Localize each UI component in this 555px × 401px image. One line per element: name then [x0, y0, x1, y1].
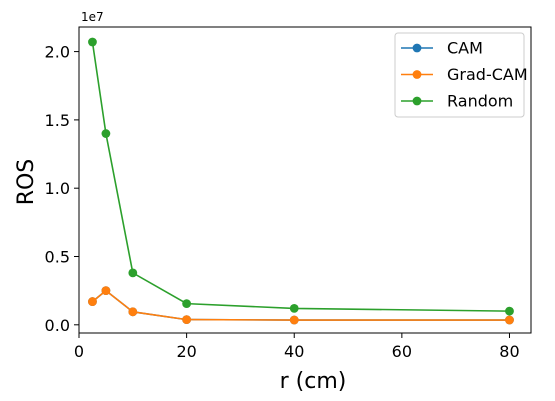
legend-label-grad-cam: Grad-CAM	[447, 65, 528, 84]
offset-text: 1e7	[81, 10, 104, 24]
legend-box	[394, 32, 525, 118]
axes-frame	[78, 26, 532, 334]
legend-marker-cam	[412, 43, 422, 53]
y-tick-label: 0.0	[45, 316, 70, 335]
y-tick-label: 1.5	[45, 111, 70, 130]
series-line-random	[91, 41, 510, 312]
data-point-random	[128, 268, 138, 278]
data-point-random	[289, 304, 299, 313]
data-point-random	[88, 37, 97, 47]
data-point-grad-cam	[128, 307, 138, 317]
legend-label-random: Random	[447, 92, 513, 111]
x-tick-label: 0	[74, 342, 84, 361]
data-point-grad-cam	[182, 315, 192, 325]
data-point-grad-cam	[101, 286, 111, 296]
y-tick-label: 2.0	[45, 43, 70, 62]
data-point-grad-cam	[289, 315, 299, 325]
y-tick-label: 1.0	[45, 179, 70, 198]
legend-marker-grad-cam	[412, 70, 422, 79]
y-tick-label: 0.5	[45, 248, 70, 267]
data-point-random	[182, 299, 192, 309]
x-axis-label: r (cm)	[280, 369, 347, 394]
data-point-grad-cam	[88, 297, 97, 306]
x-tick-label: 40	[284, 342, 304, 361]
plot-area: 0 20 40 60 80 0.0 0.5 1.0 1.5 2.0	[45, 26, 532, 361]
legend-marker-random	[412, 96, 422, 106]
x-tick-label: 60	[392, 342, 412, 361]
data-point-random	[505, 306, 514, 316]
x-tick-label: 80	[499, 342, 519, 361]
x-tick-label: 20	[176, 342, 196, 361]
legend: CAM Grad-CAM Random	[394, 32, 528, 118]
data-point-grad-cam	[505, 315, 514, 325]
y-axis-label: ROS	[14, 159, 39, 206]
data-point-random	[101, 129, 111, 138]
legend-label-cam: CAM	[447, 39, 483, 58]
series-line-grad-cam	[91, 289, 510, 321]
